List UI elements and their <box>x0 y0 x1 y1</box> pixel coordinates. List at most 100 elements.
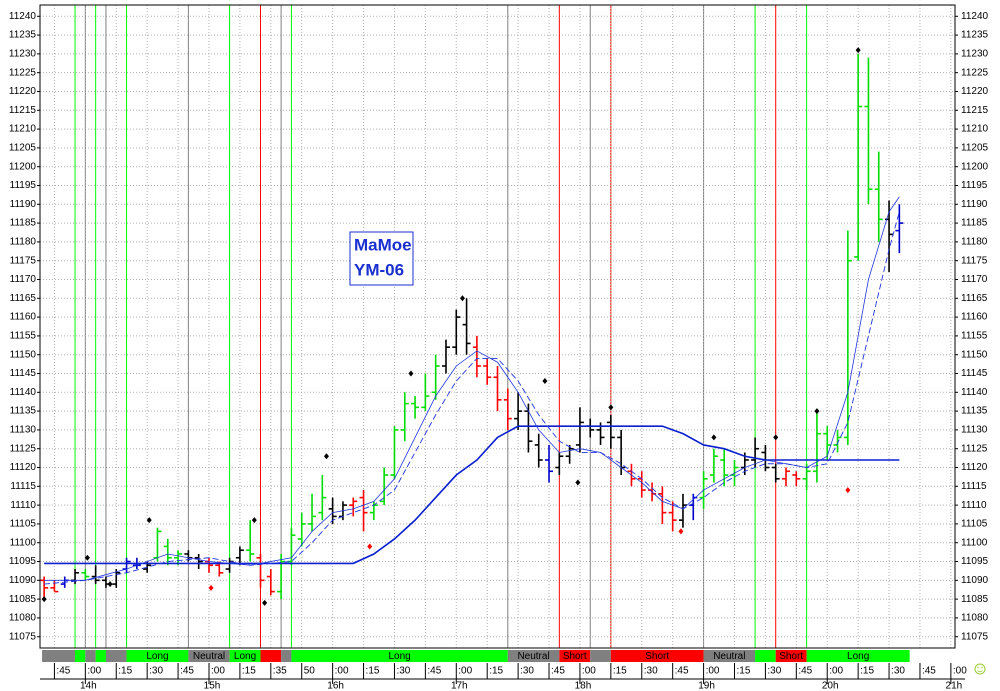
state-segment <box>507 650 560 662</box>
y-tick-label: 11155 <box>961 331 988 342</box>
y-tick-label: 11130 <box>10 425 37 436</box>
y-tick-label: 11215 <box>9 105 37 116</box>
hour-label: 14h <box>80 681 97 691</box>
state-label: Short <box>563 651 587 662</box>
state-segment <box>559 650 591 662</box>
swing-marker <box>408 370 414 377</box>
hour-label: 15h <box>204 681 221 691</box>
plot-frame <box>39 4 956 649</box>
hour-label: 16h <box>327 681 344 691</box>
swing-marker <box>41 596 47 603</box>
state-label: Long <box>146 651 168 662</box>
y-tick-label: 11145 <box>961 368 988 379</box>
y-tick-label: 11215 <box>961 105 989 116</box>
y-tick-label: 11205 <box>9 143 37 154</box>
y-tick-label: 11160 <box>10 312 37 323</box>
state-segment <box>755 650 776 662</box>
state-segment <box>188 650 230 662</box>
y-tick-label: 11200 <box>961 161 989 172</box>
hour-label: 19h <box>698 681 715 691</box>
y-tick-label: 11125 <box>961 443 988 454</box>
x-tick-label: :30 <box>891 666 905 677</box>
x-tick-label: :45 <box>551 666 565 677</box>
y-tick-label: 11225 <box>9 67 37 78</box>
swing-marker <box>608 404 614 411</box>
y-tick-label: 11165 <box>961 293 988 304</box>
y-tick-label: 11125 <box>10 443 37 454</box>
state-segment <box>42 650 76 662</box>
y-tick-label: 11135 <box>10 406 37 417</box>
hour-label: 20h <box>822 681 839 691</box>
swing-marker <box>146 517 152 524</box>
y-tick-label: 11185 <box>10 218 37 229</box>
swing-marker <box>323 453 329 460</box>
x-tick-label: :35 <box>273 666 287 677</box>
y-tick-label: 11085 <box>9 594 37 605</box>
swing-marker <box>208 584 214 591</box>
x-tick-label: 50 <box>304 666 316 677</box>
y-tick-label: 11130 <box>961 425 988 436</box>
swing-marker <box>251 517 257 524</box>
y-tick-label: 11085 <box>961 594 989 605</box>
y-tick-label: 11110 <box>10 500 36 511</box>
state-segment <box>126 650 189 662</box>
state-segment <box>75 650 86 662</box>
state-label: Neutral <box>713 651 745 662</box>
x-tick-label: :45 <box>922 666 936 677</box>
y-tick-label: 11240 <box>9 11 37 22</box>
grid-layer <box>40 5 955 648</box>
swing-marker <box>711 434 717 441</box>
swing-marker <box>773 434 779 441</box>
state-segment <box>775 650 807 662</box>
y-tick-label: 11170 <box>961 274 988 285</box>
annotation-line: MaMoe <box>354 235 412 254</box>
swing-marker <box>855 47 861 54</box>
y-tick-label: 11090 <box>961 575 989 586</box>
state-segment <box>590 650 611 662</box>
y-tick-label: 11100 <box>961 537 988 548</box>
hour-label: 18h <box>575 681 592 691</box>
y-tick-label: 11220 <box>961 86 989 97</box>
x-tick-label: :00 <box>458 666 472 677</box>
x-tick-label: :00 <box>829 666 843 677</box>
swing-marker <box>262 599 268 606</box>
x-tick-label: :30 <box>520 666 534 677</box>
y-tick-label: 11235 <box>961 30 989 41</box>
y-tick-label: 11230 <box>961 49 989 60</box>
y-tick-label: 11235 <box>9 30 37 41</box>
state-segment <box>291 650 508 662</box>
x-tick-label: :15 <box>366 666 380 677</box>
y-tick-label: 11075 <box>961 631 989 642</box>
x-tick-label: :45 <box>675 666 689 677</box>
x-tick-label: :00 <box>335 666 349 677</box>
y-tick-label: 11075 <box>9 631 37 642</box>
marks-layer <box>40 47 904 606</box>
y-tick-label: 11210 <box>9 124 37 135</box>
swing-marker <box>678 528 684 535</box>
state-segment <box>806 650 910 662</box>
state-segment <box>85 650 96 662</box>
y-tick-label: 11150 <box>10 349 37 360</box>
y-tick-label: 11155 <box>10 331 37 342</box>
smiley <box>974 663 986 675</box>
swing-marker <box>459 295 465 302</box>
y-tick-label: 11225 <box>961 67 989 78</box>
annotation-box <box>349 231 414 286</box>
y-tick-label: 11205 <box>961 143 989 154</box>
swing-marker <box>84 554 90 561</box>
state-label: Long <box>234 651 256 662</box>
swing-marker <box>575 479 581 486</box>
hour-label: 17h <box>451 681 468 691</box>
y-tick-label: 11105 <box>10 519 37 530</box>
y-tick-label: 11095 <box>9 556 37 567</box>
state-label: Long <box>847 651 869 662</box>
y-tick-label: 11100 <box>10 537 37 548</box>
y-tick-label: 11230 <box>9 49 37 60</box>
y-tick-label: 11165 <box>10 293 37 304</box>
x-tick-label: :15 <box>613 666 627 677</box>
y-tick-label: 11175 <box>961 255 988 266</box>
y-tick-label: 11080 <box>961 613 989 624</box>
y-tick-label: 11120 <box>10 462 37 473</box>
